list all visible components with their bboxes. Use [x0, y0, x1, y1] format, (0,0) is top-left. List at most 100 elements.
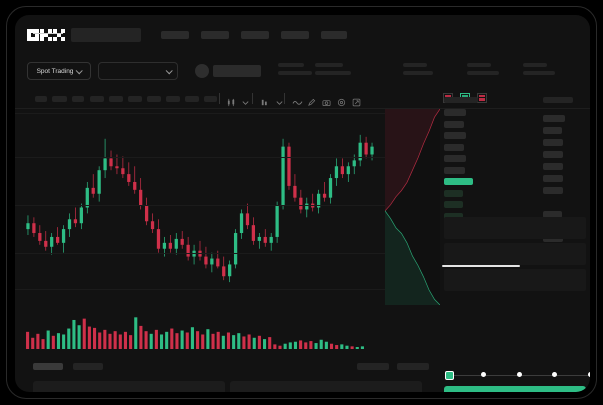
bottom-panel-left [33, 381, 225, 392]
timeframe-button-6[interactable] [147, 96, 161, 102]
gridline-1 [15, 157, 385, 158]
market-stat-3 [467, 63, 499, 75]
toolbar-separator-1 [252, 93, 253, 104]
candle-type-icon[interactable] [227, 94, 236, 107]
volume-chart [15, 310, 395, 355]
device-frame: Spot Trading [6, 6, 597, 399]
coin-icon [195, 64, 209, 78]
percent-slider[interactable] [444, 370, 590, 380]
orderbook-ask-row-0[interactable] [444, 109, 466, 116]
market-stat-value-4 [523, 71, 555, 75]
orderbook-size-row-0 [543, 115, 565, 122]
orderbook-ask-row-5[interactable] [444, 166, 465, 174]
header-nav-item-0[interactable] [161, 31, 189, 39]
market-stat-4 [523, 63, 555, 75]
orderbook-bid-row-0[interactable] [444, 189, 463, 197]
market-stat-0 [278, 63, 312, 75]
orderbook-size-row-4 [543, 163, 563, 170]
market-stat-label-3 [467, 63, 491, 67]
slider-stop-50[interactable] [516, 372, 522, 377]
line-tool-icon[interactable] [292, 94, 303, 105]
chart-toolbar [15, 89, 590, 109]
orderbook-bid-row-1[interactable] [444, 201, 463, 208]
orderbook-header [440, 89, 590, 109]
buy-sell-active-indicator [442, 265, 520, 267]
slider-stop-75[interactable] [552, 372, 557, 377]
gridline-0 [15, 113, 385, 114]
gridline-2 [15, 205, 385, 206]
timeframe-button-9[interactable] [204, 96, 217, 102]
timeframe-button-0[interactable] [35, 96, 47, 102]
bottom-panel-right [230, 381, 422, 392]
slider-stop-25[interactable] [481, 372, 486, 377]
pencil-icon[interactable] [307, 94, 316, 106]
market-type-dropdown[interactable]: Spot Trading [27, 62, 91, 80]
gridline-4 [15, 289, 385, 290]
timeframe-button-8[interactable] [185, 96, 199, 102]
chevron-down-icon [165, 66, 173, 74]
amount-field[interactable] [444, 269, 586, 291]
orderbook-size-row-5 [543, 175, 563, 182]
bottom-panels [15, 381, 440, 392]
market-stat-value-2 [403, 71, 433, 75]
orderbook-rows [440, 109, 590, 264]
timeframe-button-5[interactable] [128, 96, 142, 102]
header-nav-item-2[interactable] [241, 31, 269, 39]
market-type-label: Spot Trading [36, 67, 74, 75]
chevron-down-icon[interactable] [275, 94, 284, 105]
order-type-field[interactable] [444, 217, 586, 239]
right-panel: Buy Sell [440, 89, 590, 392]
bottom-tab-0[interactable] [33, 363, 63, 370]
settings-icon[interactable] [337, 94, 346, 107]
timeframe-button-7[interactable] [166, 96, 180, 102]
orderbook-col-header-right [543, 97, 573, 103]
header-nav-item-4[interactable] [321, 31, 347, 39]
timeframe-button-2[interactable] [72, 96, 84, 102]
orderbook-ask-row-3[interactable] [444, 143, 464, 151]
slider-stop-100[interactable] [587, 372, 590, 377]
percent-slider-handle[interactable] [445, 371, 454, 380]
search-input[interactable] [71, 28, 141, 42]
timeframe-button-1[interactable] [52, 96, 67, 102]
okx-logo[interactable] [27, 29, 65, 41]
trading-pair-dropdown[interactable] [98, 62, 178, 80]
orderbook-ask-row-2[interactable] [444, 132, 466, 139]
orderbook-col-header-left [444, 97, 478, 103]
orderbook-ask-row-1[interactable] [444, 120, 464, 128]
timeframe-button-3[interactable] [90, 96, 104, 102]
market-stat-label-4 [523, 63, 547, 67]
orderbook-size-row-2 [543, 139, 563, 146]
bottom-tab-action-1[interactable] [397, 363, 429, 370]
orderbook-size-row-7 [543, 211, 562, 218]
market-stat-label-0 [278, 63, 304, 67]
bottom-tab-1[interactable] [73, 363, 103, 370]
bottom-tab-bar [15, 359, 440, 375]
header-nav-item-1[interactable] [201, 31, 229, 39]
orderbook-bid-row-2[interactable] [444, 212, 463, 220]
app-header [15, 15, 590, 55]
toolbar-separator-2 [284, 93, 285, 104]
orderbook-size-row-6 [543, 187, 563, 194]
header-nav-item-3[interactable] [281, 31, 309, 39]
orderbook-size-row-3 [543, 151, 563, 158]
orderbook-spread-row[interactable] [444, 178, 473, 185]
depth-chart [385, 109, 440, 305]
okx-logo-icon [27, 29, 65, 41]
market-subheader: Spot Trading [15, 55, 590, 89]
toolbar-separator-0 [219, 93, 220, 104]
price-field[interactable] [444, 243, 586, 265]
fullscreen-icon[interactable] [352, 94, 361, 107]
orderbook-ask-row-4[interactable] [444, 155, 466, 162]
candlestick-chart[interactable] [15, 109, 385, 304]
timeframe-button-4[interactable] [109, 96, 123, 102]
gridline-3 [15, 253, 385, 254]
market-stat-value-3 [467, 71, 499, 75]
camera-icon[interactable] [322, 94, 331, 107]
bottom-tab-action-0[interactable] [357, 363, 389, 370]
indicator-icon[interactable] [260, 94, 269, 106]
chevron-down-icon[interactable] [241, 94, 250, 105]
submit-buy-button[interactable] [444, 386, 586, 392]
market-stat-2 [403, 63, 433, 75]
market-stat-value-1 [315, 71, 351, 75]
market-stat-1 [315, 63, 351, 75]
